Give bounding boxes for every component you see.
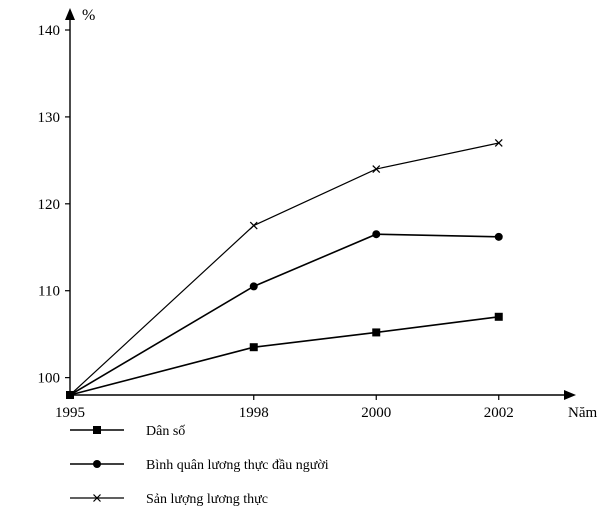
- svg-text:140: 140: [38, 23, 61, 39]
- svg-text:Năm: Năm: [568, 405, 597, 421]
- svg-text:110: 110: [38, 284, 60, 300]
- svg-text:2002: 2002: [484, 405, 514, 421]
- svg-text:1998: 1998: [239, 405, 269, 421]
- svg-text:Bình quân lương thực đầu người: Bình quân lương thực đầu người: [146, 458, 329, 473]
- svg-text:Sản lượng lương thực: Sản lượng lương thực: [146, 492, 268, 507]
- svg-text:Dân số: Dân số: [146, 424, 185, 439]
- svg-text:130: 130: [38, 110, 61, 126]
- svg-text:%: %: [82, 7, 95, 24]
- svg-text:2000: 2000: [361, 405, 391, 421]
- svg-text:120: 120: [38, 197, 61, 213]
- chart-svg: % Năm 100 110 120 130 140 1995 1998 2000 2002 Dân s…: [0, 0, 600, 530]
- line-chart: % Năm 100 110 120 130 140 1995 1998 2000 2002 Dân s…: [0, 0, 600, 530]
- svg-text:1995: 1995: [55, 405, 85, 421]
- svg-text:100: 100: [38, 371, 61, 387]
